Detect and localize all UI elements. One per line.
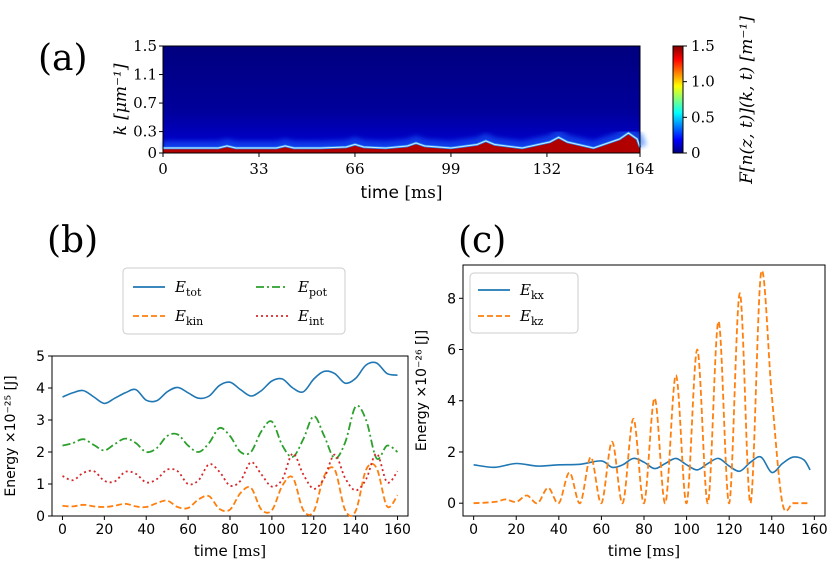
x-tick-label: 160 — [384, 522, 411, 538]
y-tick-label: 0.7 — [133, 94, 157, 112]
colorbar-tick-label: 1.0 — [691, 73, 715, 91]
series-line-e-kx — [473, 455, 811, 474]
x-tick-label: 40 — [550, 522, 568, 538]
x-axis-label: time [ms] — [194, 542, 266, 560]
legend-label: Eint — [297, 307, 325, 328]
x-tick-label: 160 — [801, 522, 828, 538]
y-tick-label: 1 — [36, 477, 45, 493]
y-tick-label: 8 — [447, 291, 456, 307]
legend-box — [469, 272, 579, 334]
x-tick-label: 20 — [95, 522, 113, 538]
legend-label: Ekx — [519, 281, 545, 302]
legend-label: Ekz — [519, 307, 544, 328]
series-line-e-kin — [62, 462, 399, 517]
y-axis-label: Energy ×10⁻²⁵ [J] — [3, 375, 19, 496]
panel-c-label: (c) — [458, 220, 506, 261]
heatmap-frame — [162, 45, 641, 154]
x-tick-label: 100 — [673, 522, 700, 538]
y-axis-label: Energy ×10⁻²⁶ [J] — [414, 330, 430, 451]
x-tick-label: 132 — [533, 160, 562, 178]
heatmap-panel: 0 33 66 99 132 164 0 0.3 0.7 1.1 1.5 time [ms] k [μm… — [111, 16, 757, 203]
y-tick-label: 0 — [447, 496, 456, 512]
y-tick-label: 0 — [147, 144, 157, 162]
x-tick-label: 164 — [626, 160, 655, 178]
x-tick-label: 33 — [249, 160, 268, 178]
x-tick-label: 20 — [507, 522, 525, 538]
colorbar-label: F[n(z, t)](k, t) [m⁻¹] — [737, 16, 757, 185]
x-tick-label: 140 — [342, 522, 369, 538]
legend-box — [122, 267, 346, 335]
y-tick-label: 6 — [447, 343, 456, 359]
x-tick-label: 120 — [716, 522, 743, 538]
panel-b-label: (b) — [47, 220, 98, 261]
x-tick-label: 60 — [179, 522, 197, 538]
x-axis-label: time [ms] — [608, 542, 680, 560]
y-tick-label: 0.3 — [133, 123, 157, 141]
colorbar-tick-label: 1.5 — [691, 37, 715, 55]
y-tick-label: 5 — [36, 349, 45, 365]
y-tick-label: 3 — [36, 413, 45, 429]
x-tick-label: 120 — [300, 522, 327, 538]
x-tick-label: 99 — [441, 160, 460, 178]
x-tick-label: 40 — [137, 522, 155, 538]
panel-a-label: (a) — [38, 38, 88, 79]
legend-label: Epot — [297, 278, 328, 299]
legend-label: Etot — [174, 278, 202, 299]
y-tick-label: 1.5 — [133, 37, 157, 55]
x-tick-label: 60 — [592, 522, 610, 538]
series-line-e-tot — [62, 361, 398, 405]
y-tick-label: 0 — [36, 509, 45, 525]
colorbar-tick-label: 0.5 — [691, 108, 715, 126]
heatmap-ridge-highlight — [163, 132, 641, 149]
y-tick-label: 1.1 — [133, 66, 157, 84]
legend-label: Ekin — [174, 307, 203, 328]
y-tick-label: 2 — [36, 445, 45, 461]
energy-chart-b: 0 20 40 60 80 100 120 140 160 0 1 2 3 4 5 time [ms] Ener… — [3, 267, 411, 560]
x-tick-label: 80 — [221, 522, 239, 538]
series-line-e-kz — [473, 269, 811, 512]
x-tick-label: 140 — [758, 522, 785, 538]
x-tick-label: 100 — [259, 522, 286, 538]
x-axis-label: time [ms] — [361, 183, 443, 203]
y-tick-label: 2 — [447, 445, 456, 461]
x-tick-label: 0 — [58, 522, 67, 538]
y-axis-label: k [μm⁻¹] — [111, 63, 131, 135]
y-tick-label: 4 — [447, 394, 456, 410]
y-tick-label: 4 — [36, 381, 45, 397]
x-tick-label: 0 — [469, 522, 478, 538]
series-line-e-pot — [62, 404, 399, 461]
x-tick-label: 80 — [635, 522, 653, 538]
x-tick-label: 66 — [345, 160, 364, 178]
colorbar — [672, 45, 684, 154]
x-tick-label: 0 — [158, 160, 168, 178]
energy-chart-c: 0 20 40 60 80 100 120 140 160 0 2 4 6 8 time [ms] Energ… — [414, 264, 828, 560]
colorbar-tick-label: 0 — [691, 144, 701, 162]
